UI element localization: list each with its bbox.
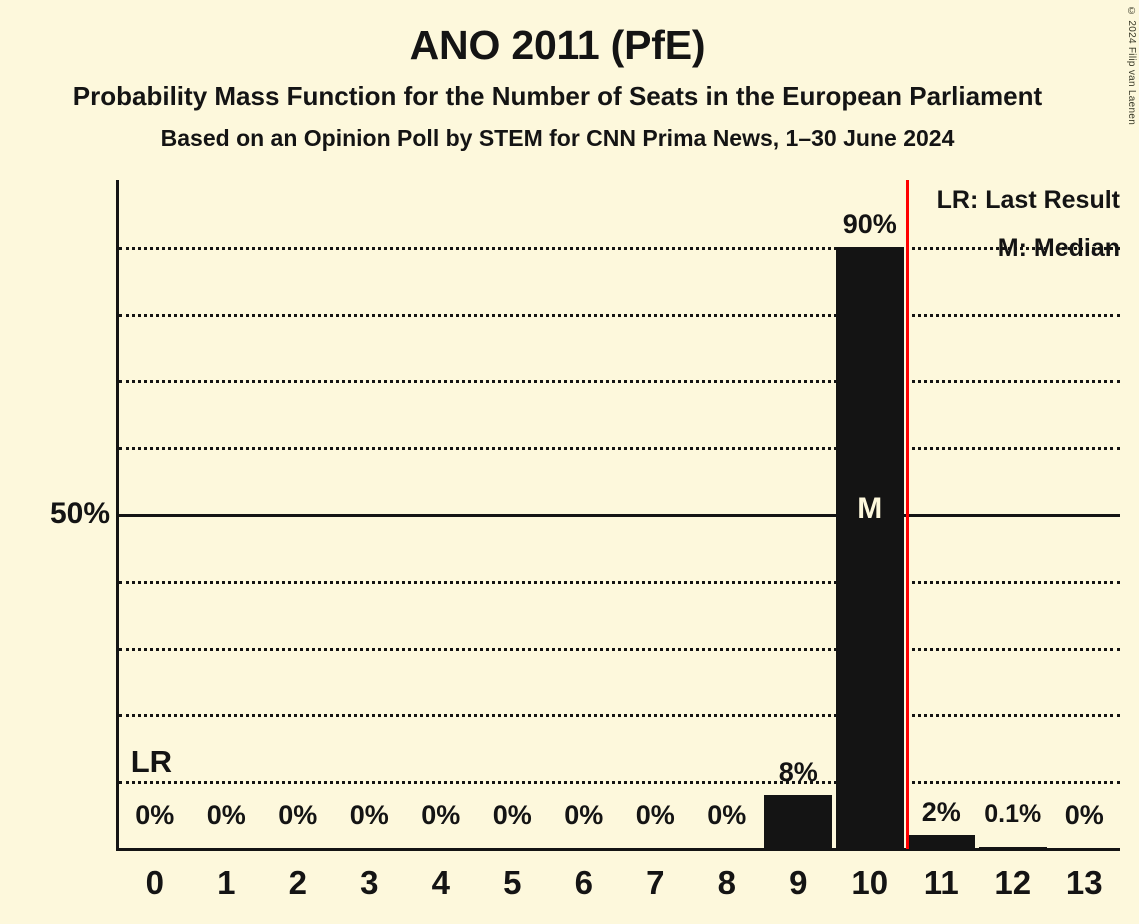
x-axis-tick-4: 4: [431, 864, 450, 901]
copyright-notice: © 2024 Filip van Laenen: [1126, 6, 1137, 126]
page-title: ANO 2011 (PfE): [409, 22, 706, 68]
x-axis-labels: 0 1 2 3 4 5 6 7 8 9 10 11 12 13: [119, 866, 1120, 914]
x-axis-tick-1: 1: [217, 864, 236, 901]
gridline-70: [119, 380, 1120, 384]
gridline-90: [119, 246, 1120, 250]
last-result-marker-label: LR: [130, 744, 173, 780]
x-axis-tick-13: 13: [1065, 864, 1103, 901]
bar-seat-11[interactable]: [907, 834, 976, 848]
bar-seat-9[interactable]: [764, 794, 833, 848]
bar-value-label-4: 0%: [421, 800, 461, 830]
bar-value-label-11: 2%: [921, 796, 961, 827]
chart-source-line: Based on an Opinion Poll by STEM for CNN…: [160, 124, 955, 151]
bar-value-label-5: 0%: [492, 800, 532, 830]
gridline-20: [119, 714, 1120, 718]
bar-value-label-2: 0%: [278, 800, 318, 830]
x-axis-tick-10: 10: [851, 864, 889, 901]
bar-value-label-9: 8%: [778, 756, 818, 787]
gridline-60: [119, 447, 1120, 451]
bar-seat-12[interactable]: [978, 847, 1047, 848]
bar-value-label-0: 0%: [135, 800, 175, 830]
gridline-50: [116, 514, 1120, 517]
x-axis-tick-9: 9: [789, 864, 808, 901]
gridline-40: [119, 580, 1120, 584]
bar-value-label-7: 0%: [635, 800, 675, 830]
y-axis-tick-label: 50%: [49, 497, 110, 530]
legend-lr-text: LR: Last Result: [936, 186, 1120, 214]
x-axis-tick-5: 5: [503, 864, 522, 901]
legend-lr-row: LR: Last Result: [937, 188, 1120, 213]
x-axis-tick-7: 7: [646, 864, 665, 901]
x-axis-tick-12: 12: [994, 864, 1032, 901]
x-axis-tick-6: 6: [574, 864, 593, 901]
x-axis-tick-2: 2: [288, 864, 307, 901]
x-axis-line: [116, 848, 1120, 851]
gridline-10: [119, 781, 1120, 785]
x-axis-tick-3: 3: [360, 864, 379, 901]
median-indicator-line: [905, 180, 909, 849]
bar-value-label-8: 0%: [707, 800, 747, 830]
bar-value-label-13: 0%: [1064, 800, 1104, 830]
bar-value-label-1: 0%: [206, 800, 246, 830]
chart-subtitle: Probability Mass Function for the Number…: [72, 81, 1043, 112]
plot-area: 0% 0% 0% 0% 0% 0% 0% 0% 0% 8% 90% 2% 0.1% 0% M LR: [116, 180, 1120, 851]
bar-value-label-10: 90%: [842, 208, 897, 239]
title-block: ANO 2011 (PfE) Probability Mass Function…: [0, 0, 1115, 151]
gridline-80: [119, 313, 1120, 317]
median-marker-label: M: [857, 491, 883, 525]
bar-seat-10[interactable]: [835, 246, 904, 848]
gridline-30: [119, 647, 1120, 651]
x-axis-tick-11: 11: [923, 864, 959, 901]
x-axis-tick-8: 8: [717, 864, 736, 901]
bar-value-label-12: 0.1%: [984, 800, 1042, 828]
bar-value-label-6: 0%: [564, 800, 604, 830]
bar-value-label-3: 0%: [349, 800, 389, 830]
x-axis-tick-0: 0: [145, 864, 164, 901]
